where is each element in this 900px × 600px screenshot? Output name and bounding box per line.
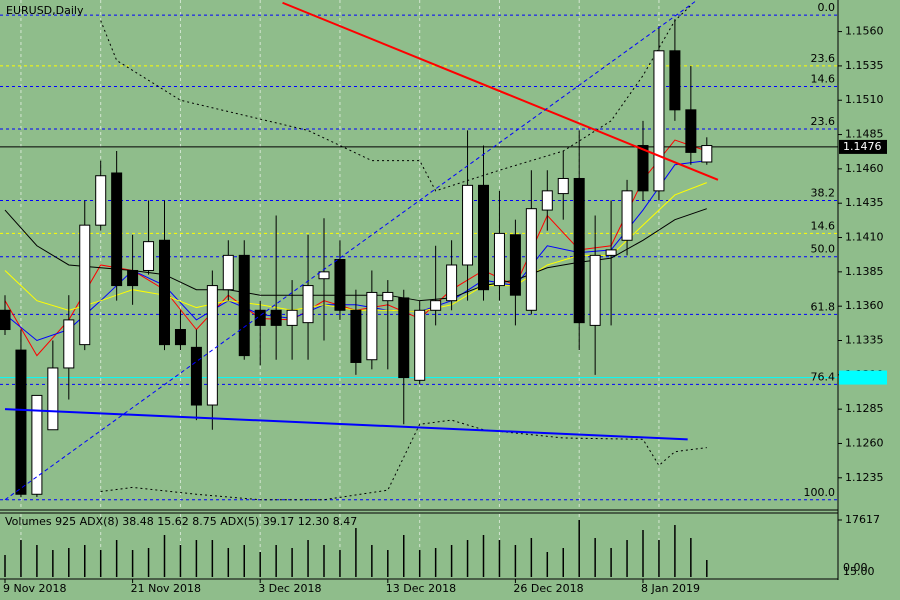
candle-body [557,177,569,195]
y-tick-label: 17617 [845,513,880,526]
candle-body [589,254,601,326]
candle-body [366,291,378,361]
candle-body [669,50,681,111]
candle-body [653,50,665,192]
price-tag [839,139,887,154]
x-tick-label: 3 Dec 2018 [258,582,321,595]
candle-body [525,208,537,311]
level-tag [839,370,887,385]
candle-body [238,254,250,357]
candle-body [302,285,314,324]
y-tick-label: 1.1410 [845,231,884,244]
x-tick-label: 21 Nov 2018 [131,582,201,595]
candle-body [318,271,330,280]
candle-body [270,309,282,326]
fib-label: 100.0 [804,486,836,499]
candle-body [286,309,298,326]
x-tick-label: 8 Jan 2019 [641,582,700,595]
x-tick-label: 26 Dec 2018 [513,582,583,595]
candle-body [701,145,713,163]
candle-body [605,249,617,256]
candle-body [382,291,394,302]
fib-label: 61.8 [811,300,836,313]
candle-body [47,367,59,431]
y-tick-label: 1.1235 [845,471,884,484]
fib-label: 23.6 [811,115,836,128]
candle-body [31,394,43,495]
x-tick-label: 9 Nov 2018 [3,582,66,595]
trendline [4,0,698,501]
candle-body [685,109,697,153]
candle-body [15,349,27,495]
y-tick-label: 1.1510 [845,93,884,106]
y-tick-label: 1.1385 [845,265,884,278]
candle-body [254,309,266,326]
candle-body [573,177,585,324]
scale-label: 15.00 [843,565,875,578]
candle-body [541,190,553,211]
candle-body [430,300,442,311]
x-tick-label: 13 Dec 2018 [386,582,456,595]
candle-body [334,258,346,311]
candle-body [190,346,202,406]
candle-body [621,190,633,241]
y-tick-label: 1.1360 [845,299,884,312]
candle-body [493,232,505,287]
y-tick-label: 1.1335 [845,333,884,346]
fib-label: 76.4 [811,370,836,383]
candle-body [95,175,107,226]
candle-body [637,145,649,192]
fib-label: 0.0 [818,1,836,14]
candle-body [446,264,458,302]
candle-body [111,172,123,287]
candle-body [414,309,426,381]
candle-body [79,224,91,346]
candle-body [127,269,139,287]
candle-body [398,297,410,379]
candle-body [350,309,362,363]
y-tick-label: 1.1260 [845,436,884,449]
fib-label: 14.6 [811,219,836,232]
fib-label: 50.0 [811,243,836,256]
volume-panel [4,514,708,578]
candle-body [478,184,489,291]
candle-body [174,329,186,346]
y-tick-label: 1.1485 [845,128,884,141]
fib-label: 14.6 [811,72,836,85]
y-tick-label: 1.1435 [845,196,884,209]
candle-body [462,184,474,266]
fib-label: 38.2 [811,186,836,199]
candle-body [509,234,521,296]
indicator-label: Volumes 925 ADX(8) 38.48 15.62 8.75 ADX(… [5,515,357,528]
candle-body [143,241,155,271]
y-tick-label: 1.1535 [845,59,884,72]
chart-title: EURUSD,Daily [6,4,84,17]
candle-body [159,239,170,346]
fib-label: 23.6 [811,52,836,65]
price-tag-label: 1.1476 [843,140,882,153]
trendline [4,408,688,441]
axes [0,0,839,580]
candle-body [206,285,218,406]
y-tick-label: 1.1285 [845,402,884,415]
y-tick-label: 1.1460 [845,162,884,175]
candle-body [63,319,75,369]
y-tick-label: 1.1560 [845,25,884,38]
price-plot [0,0,838,508]
scale-label: 0.00 [843,561,868,574]
trendline [282,1,719,181]
candle-body [0,309,11,331]
candle-body [222,254,234,291]
